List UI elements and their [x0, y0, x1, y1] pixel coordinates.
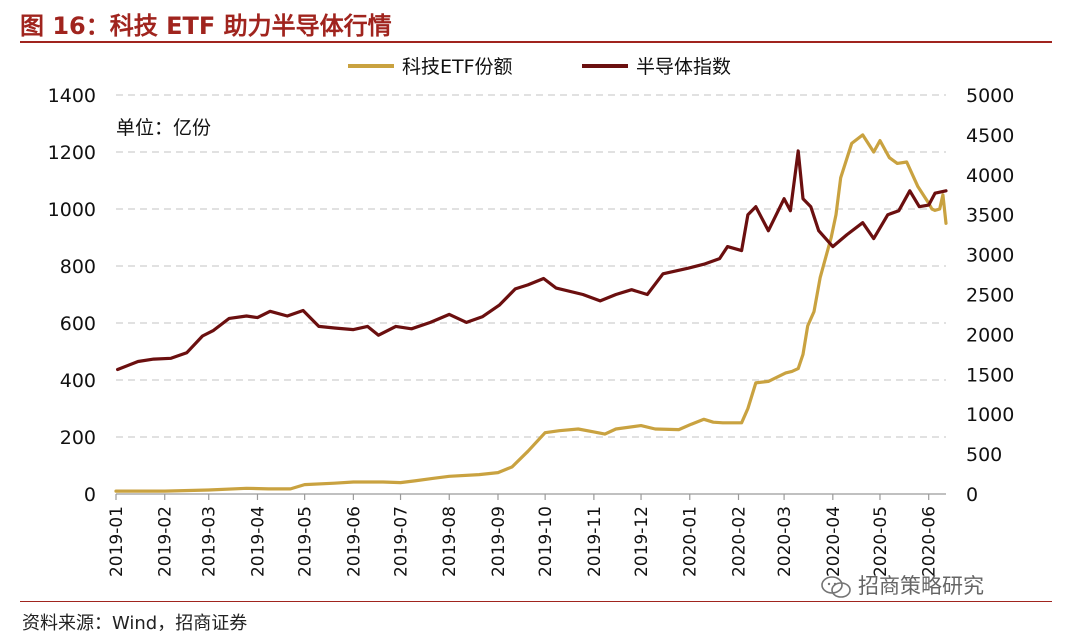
figure-title: 图 16：科技 ETF 助力半导体行情	[20, 12, 392, 40]
y-right-tick-label: 1000	[966, 404, 1014, 426]
x-tick-label: 2019-06	[344, 506, 364, 577]
y-right-tick-label: 4500	[966, 125, 1014, 147]
semiconductor-index-line	[116, 149, 948, 372]
legend-etf-label: 科技ETF份额	[402, 56, 513, 78]
watermark: 招商策略研究	[820, 570, 984, 600]
x-tick-label: 2019-04	[248, 506, 268, 577]
x-tick-label: 2020-05	[871, 506, 891, 577]
x-tick-label: 2019-01	[107, 506, 127, 577]
x-tick-label: 2019-08	[440, 506, 460, 577]
y-left-tick-label: 200	[60, 427, 96, 449]
x-tick-label: 2019-11	[585, 506, 605, 577]
wechat-icon	[821, 576, 851, 598]
legend: 科技ETF份额 半导体指数	[348, 56, 731, 78]
x-tick-label: 2019-10	[536, 506, 556, 577]
gridlines	[116, 94, 946, 438]
y-left-tick-label: 1000	[48, 199, 96, 221]
x-tick-label: 2020-02	[729, 506, 749, 577]
y-right-tick-label: 0	[966, 484, 978, 506]
x-tick-label: 2020-06	[920, 506, 940, 577]
x-tick-label: 2019-09	[489, 506, 509, 577]
source-rule	[20, 601, 1052, 602]
y-right-tick-label: 3500	[966, 205, 1014, 227]
y-left-tick-label: 600	[60, 313, 96, 335]
axes: 0 200 400 600 800 1000 1200 1400 0 500 1000 1500 200…	[48, 85, 1015, 577]
x-tick-label: 2019-07	[391, 506, 411, 577]
y-right-tick-label: 5000	[966, 85, 1014, 107]
x-tick-label: 2019-02	[156, 506, 176, 577]
etf-share-line	[114, 133, 948, 493]
y-left-tick-label: 800	[60, 256, 96, 278]
y-right-tick-label: 3000	[966, 245, 1014, 267]
y-right-tick-label: 2000	[966, 324, 1014, 346]
y-right-tick-label: 500	[966, 444, 1002, 466]
title-rule	[20, 41, 1052, 43]
series-layer	[114, 133, 948, 493]
x-tick-label: 2020-03	[775, 506, 795, 577]
y-left-tick-label: 1200	[48, 142, 96, 164]
y-left-tick-label: 1400	[48, 85, 96, 107]
source-note: 资料来源：Wind，招商证券	[22, 613, 248, 634]
watermark-text: 招商策略研究	[858, 574, 984, 598]
y-right-tick-label: 2500	[966, 285, 1014, 307]
x-tick-label: 2020-01	[681, 506, 701, 577]
y-right-tick-label: 1500	[966, 364, 1014, 386]
x-tick-label: 2020-04	[824, 506, 844, 577]
y-left-tick-label: 400	[60, 370, 96, 392]
y-left-tick-label: 0	[84, 484, 96, 506]
x-tick-label: 2019-12	[632, 506, 652, 577]
x-tick-label: 2019-05	[296, 506, 316, 577]
unit-annotation: 单位：亿份	[116, 117, 211, 139]
y-right-tick-label: 4000	[966, 165, 1014, 187]
legend-semi-label: 半导体指数	[636, 56, 731, 78]
x-tick-label: 2019-03	[200, 506, 220, 577]
